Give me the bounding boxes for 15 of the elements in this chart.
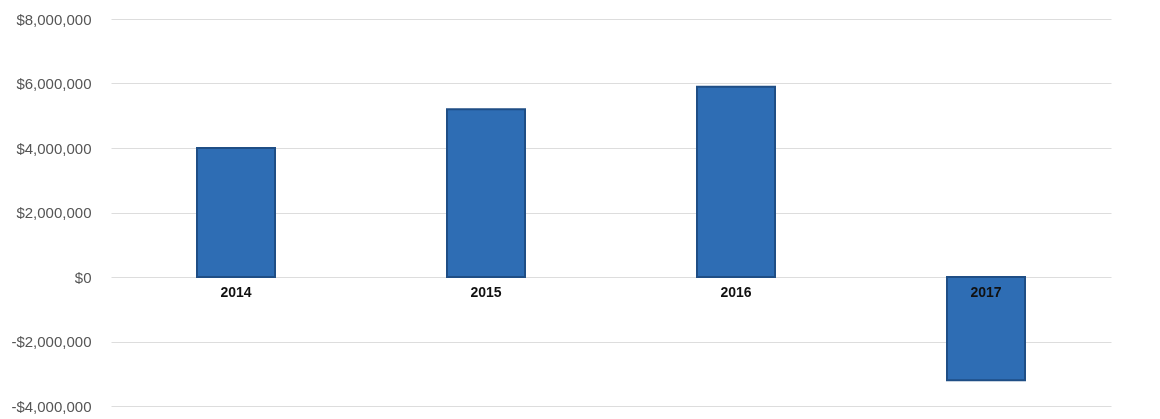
bar	[196, 147, 276, 278]
y-tick-label: -$2,000,000	[11, 333, 92, 350]
bar	[446, 108, 526, 278]
y-tick-label: $8,000,000	[16, 10, 92, 28]
x-tick-label: 2016	[720, 283, 752, 300]
bar	[696, 85, 776, 278]
x-tick-label: 2014	[220, 283, 252, 300]
x-tick-label: 2015	[470, 283, 502, 300]
bar	[946, 276, 1026, 382]
y-tick-label: $0	[74, 268, 92, 286]
y-tick-label: $2,000,000	[16, 204, 92, 221]
y-tick-label: $4,000,000	[16, 139, 92, 157]
x-tick-label: 2017	[970, 283, 1002, 300]
y-tick-label: -$4,000,000	[11, 397, 92, 415]
y-tick-label: $6,000,000	[16, 75, 92, 92]
